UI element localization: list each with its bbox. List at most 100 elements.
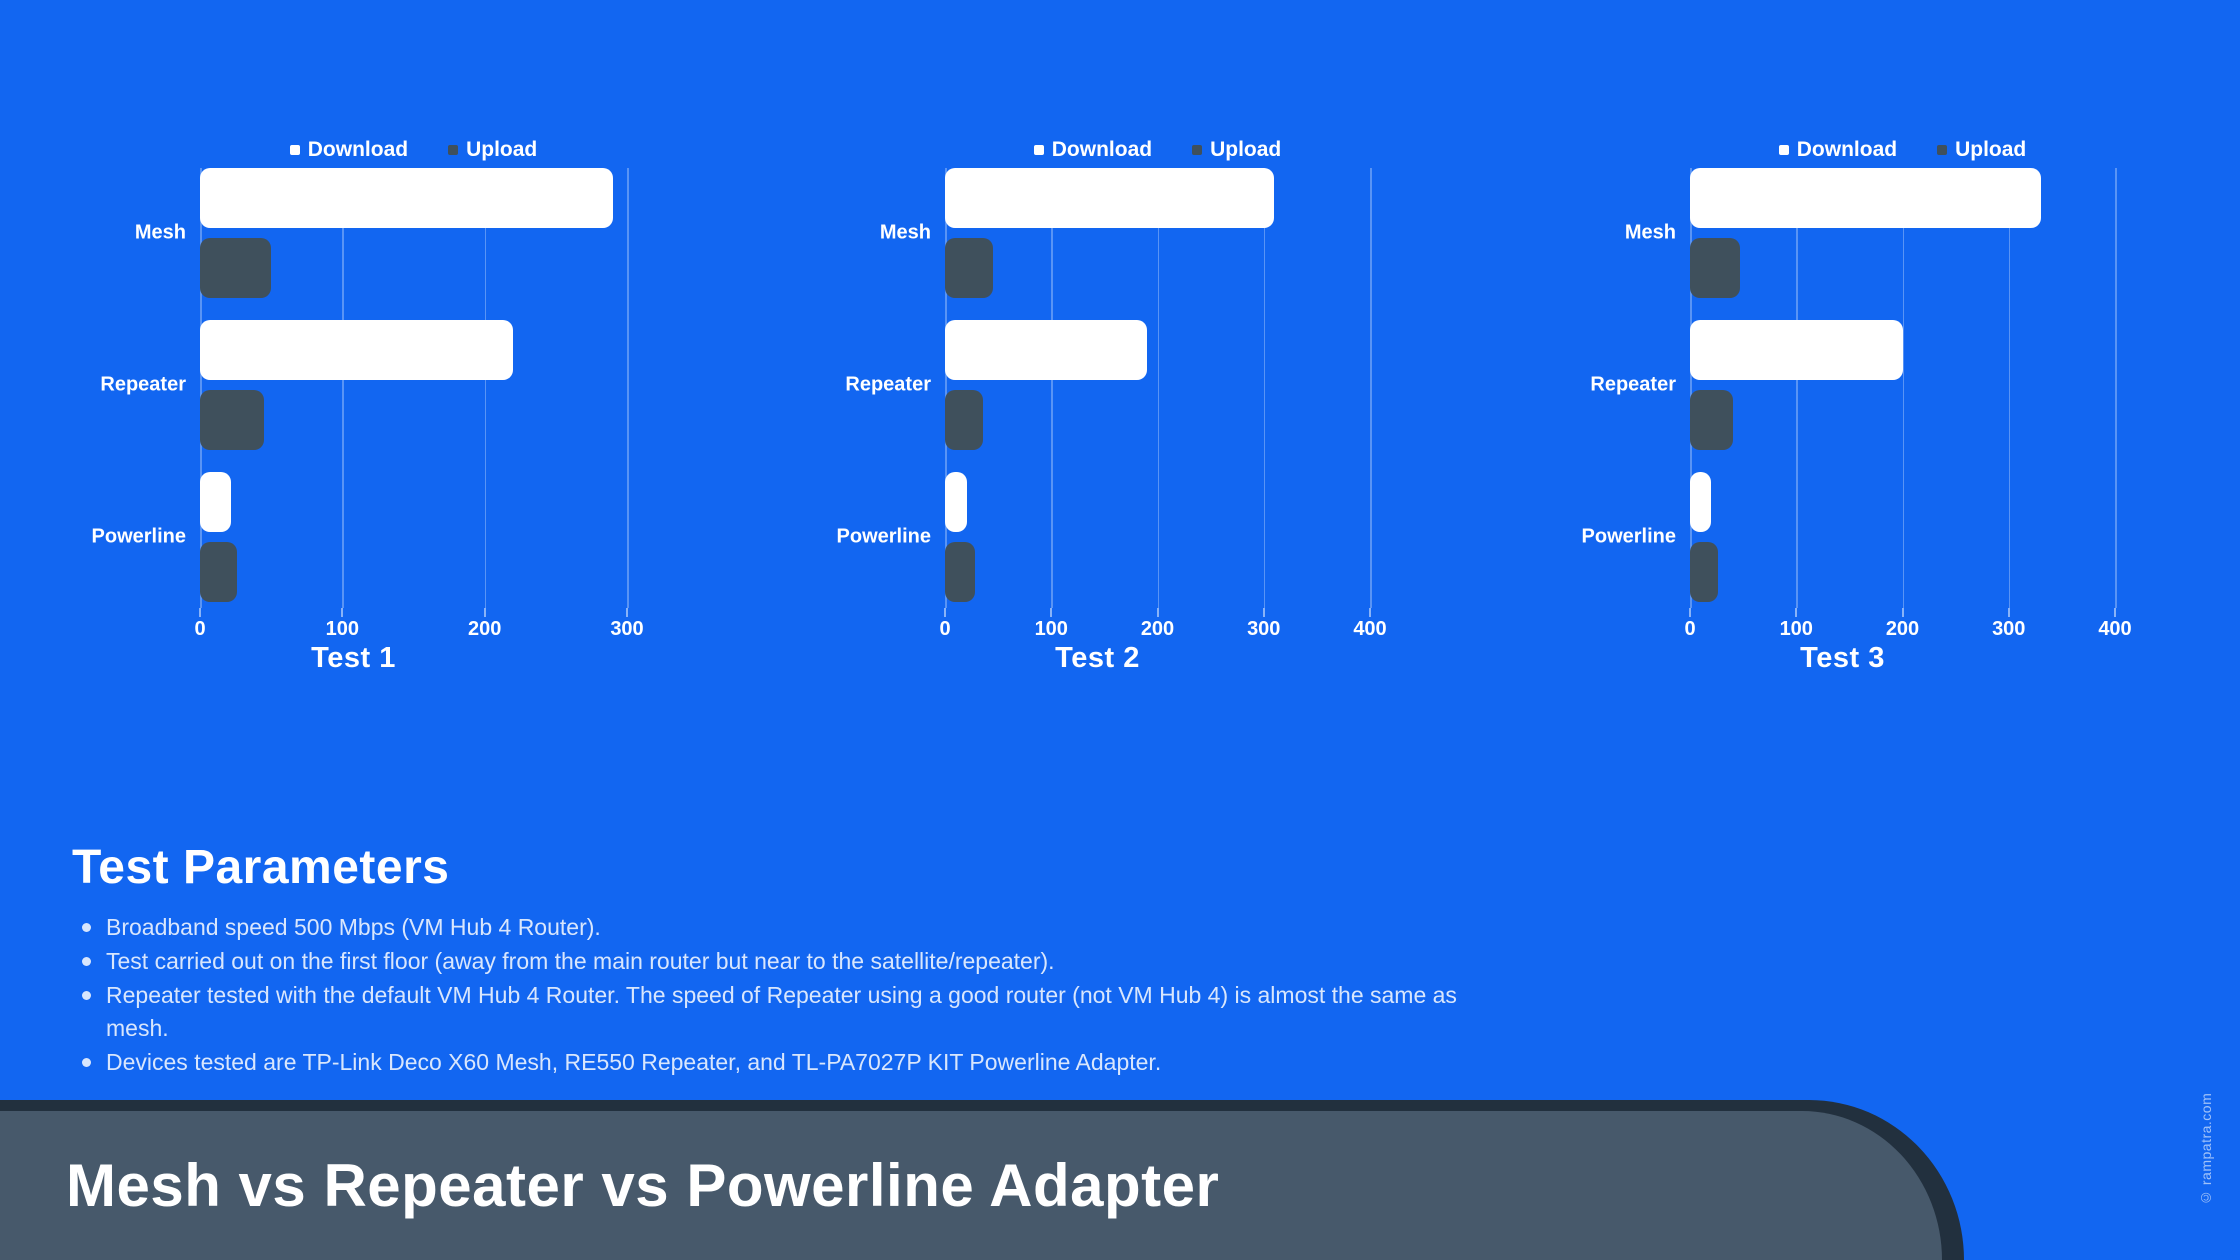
gridline-100 bbox=[1796, 168, 1798, 608]
bar-upload-repeater bbox=[945, 390, 983, 450]
bullet-dot bbox=[82, 1058, 91, 1067]
gridline-200 bbox=[1902, 168, 1904, 608]
upload-swatch bbox=[1192, 145, 1203, 155]
bar-download-powerline bbox=[200, 472, 231, 532]
category-label-repeater: Repeater bbox=[100, 373, 186, 396]
chart-title-test-3: Test 3 bbox=[1800, 642, 1885, 674]
legend-item-download: Download bbox=[1033, 138, 1153, 162]
axis-tick-label-200: 200 bbox=[467, 618, 502, 640]
upload-swatch bbox=[448, 145, 459, 155]
chart-test-2: Download Upload Mesh Repeater Powerline 0 100 2… bbox=[825, 130, 1387, 690]
axis-tick-400 bbox=[1369, 608, 1371, 617]
watermark-text: © rampatra.com bbox=[2198, 1092, 2214, 1206]
legend-item-download: Download bbox=[289, 138, 409, 162]
gridline-100 bbox=[342, 168, 344, 608]
gridline-100 bbox=[1051, 168, 1053, 608]
axis-tick-label-0: 0 bbox=[194, 618, 206, 640]
bar-upload-mesh bbox=[200, 238, 271, 298]
axis-tick-label-100: 100 bbox=[1034, 618, 1068, 640]
chart-legend: Download Upload bbox=[200, 138, 627, 162]
legend-label-upload: Upload bbox=[1955, 138, 2027, 161]
download-swatch bbox=[1033, 145, 1044, 155]
gridline-300 bbox=[2008, 168, 2011, 608]
axis-tick-label-300: 300 bbox=[610, 618, 644, 640]
bar-download-powerline bbox=[1690, 472, 1711, 532]
bar-download-repeater bbox=[945, 320, 1147, 380]
gridline-400 bbox=[1370, 168, 1372, 608]
gridline-300 bbox=[627, 168, 629, 608]
axis-tick-label-300: 300 bbox=[1247, 618, 1281, 640]
axis-tick-300 bbox=[626, 608, 628, 617]
legend-label-download: Download bbox=[1796, 138, 1898, 161]
plot-area bbox=[945, 168, 1372, 608]
test-parameters-section: Test Parameters Broadband speed 500 Mbps… bbox=[72, 840, 1572, 1080]
category-label-powerline: Powerline bbox=[836, 525, 931, 548]
axis-tick-0 bbox=[944, 608, 946, 617]
axis-tick-label-200: 200 bbox=[1885, 618, 1920, 640]
chart-legend: Download Upload bbox=[1690, 138, 2115, 162]
bar-upload-mesh bbox=[1690, 238, 1740, 298]
legend-item-upload: Upload bbox=[1192, 138, 1281, 162]
gridline-0 bbox=[200, 168, 202, 608]
parameter-bullet-text: Repeater tested with the default VM Hub … bbox=[106, 982, 1457, 1041]
axis-tick-label-400: 400 bbox=[2098, 618, 2132, 640]
category-label-repeater: Repeater bbox=[1590, 373, 1676, 396]
bullet-dot bbox=[82, 957, 91, 966]
axis-tick-100 bbox=[1050, 608, 1053, 617]
bar-download-powerline bbox=[945, 472, 967, 532]
gridline-200 bbox=[1157, 168, 1159, 608]
bar-download-mesh bbox=[945, 168, 1274, 228]
download-swatch bbox=[289, 145, 300, 155]
chart-test-1: Download Upload Mesh Repeater Powerline 0 100 2… bbox=[80, 130, 644, 690]
legend-item-upload: Upload bbox=[448, 138, 537, 162]
parameter-bullet-2: Test carried out on the first floor (awa… bbox=[72, 945, 1476, 978]
axis-tick-100 bbox=[341, 608, 344, 617]
parameter-bullet-4: Devices tested are TP-Link Deco X60 Mesh… bbox=[72, 1046, 1476, 1079]
plot-area bbox=[200, 168, 629, 608]
axis-tick-label-0: 0 bbox=[939, 618, 951, 640]
download-swatch bbox=[1778, 145, 1789, 155]
bar-upload-powerline bbox=[1690, 542, 1718, 602]
bar-download-mesh bbox=[200, 168, 613, 228]
bar-upload-mesh bbox=[945, 238, 993, 298]
parameter-bullet-1: Broadband speed 500 Mbps (VM Hub 4 Route… bbox=[72, 911, 1476, 944]
gridline-400 bbox=[2115, 168, 2117, 608]
banner-title: Mesh vs Repeater vs Powerline Adapter bbox=[66, 1152, 1220, 1219]
bar-download-repeater bbox=[200, 320, 513, 380]
gridline-0 bbox=[1690, 168, 1692, 608]
parameter-bullet-3: Repeater tested with the default VM Hub … bbox=[72, 979, 1476, 1045]
upload-swatch bbox=[1937, 145, 1948, 155]
axis-tick-200 bbox=[1901, 608, 1904, 617]
axis-tick-label-300: 300 bbox=[1992, 618, 2026, 640]
plot-area bbox=[1690, 168, 2117, 608]
bar-upload-repeater bbox=[200, 390, 264, 450]
legend-label-download: Download bbox=[1051, 138, 1153, 161]
axis-tick-100 bbox=[1795, 608, 1798, 617]
legend-label-upload: Upload bbox=[1210, 138, 1282, 161]
axis-tick-0 bbox=[1689, 608, 1691, 617]
category-label-mesh: Mesh bbox=[879, 221, 931, 244]
chart-title-test-2: Test 2 bbox=[1055, 642, 1140, 674]
gridline-0 bbox=[945, 168, 947, 608]
axis-tick-300 bbox=[1262, 608, 1265, 617]
axis-tick-200 bbox=[1156, 608, 1159, 617]
bar-upload-powerline bbox=[945, 542, 975, 602]
axis-tick-label-100: 100 bbox=[1779, 618, 1813, 640]
axis-tick-label-200: 200 bbox=[1140, 618, 1175, 640]
bullet-dot bbox=[82, 923, 91, 932]
category-label-repeater: Repeater bbox=[845, 373, 931, 396]
category-label-mesh: Mesh bbox=[134, 221, 186, 244]
category-label-mesh: Mesh bbox=[1624, 221, 1676, 244]
chart-legend: Download Upload bbox=[945, 138, 1370, 162]
legend-label-upload: Upload bbox=[466, 138, 538, 161]
bar-download-mesh bbox=[1690, 168, 2041, 228]
bar-download-repeater bbox=[1690, 320, 1903, 380]
axis-tick-label-100: 100 bbox=[325, 618, 360, 640]
axis-tick-300 bbox=[2007, 608, 2010, 617]
axis-tick-200 bbox=[483, 608, 486, 617]
axis-tick-400 bbox=[2114, 608, 2116, 617]
axis-tick-label-0: 0 bbox=[1684, 618, 1696, 640]
legend-label-download: Download bbox=[307, 138, 409, 161]
test-parameters-list: Broadband speed 500 Mbps (VM Hub 4 Route… bbox=[72, 911, 1572, 1079]
parameter-bullet-text: Test carried out on the first floor (awa… bbox=[106, 948, 1055, 974]
